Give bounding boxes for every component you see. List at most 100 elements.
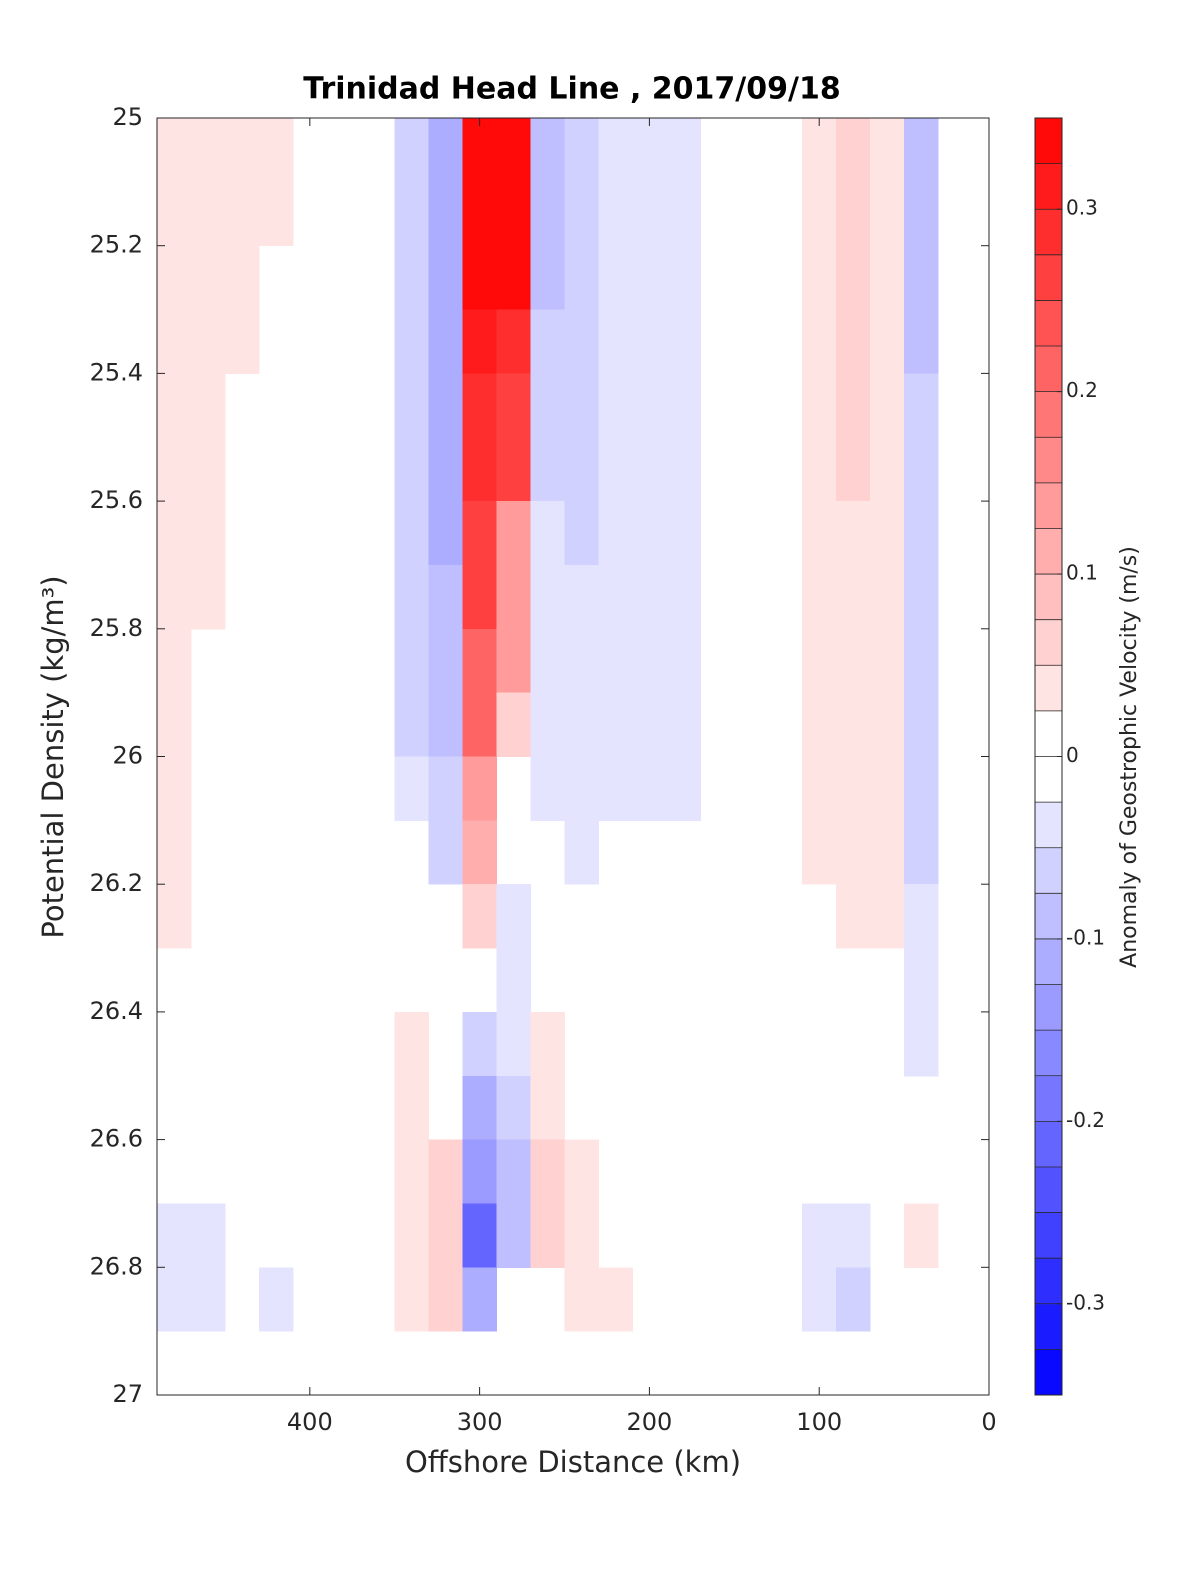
contour-cell [530,181,566,247]
contour-cell [802,373,837,438]
contour-cell [224,118,260,183]
contour-cell [836,692,871,757]
contour-cell [666,692,701,757]
contour-cell [428,373,464,438]
contour-cell [462,501,498,566]
colorbar-band [1035,209,1062,256]
contour-cell [802,820,837,885]
contour-cell [802,181,837,247]
contour-cell [496,1203,532,1268]
contour-cell [496,564,532,630]
contour-cell [598,628,633,694]
contour-cell [462,820,498,885]
contour-cell [598,1267,633,1332]
contour-cell [190,501,226,566]
contour-cell [598,373,633,438]
contour-cell [496,692,532,757]
contour-cell [598,181,633,247]
contour-cell [598,564,633,630]
contour-cell [904,628,939,694]
contour-cell [598,245,633,311]
contour-cell [802,1203,837,1268]
contour-cell [157,756,192,821]
contour-cell [394,628,430,694]
contour-cell [190,1203,226,1268]
contour-cell [157,181,192,247]
contour-cell [598,756,633,821]
contour-cell [836,1267,871,1332]
contour-cell [530,1011,566,1077]
contour-cell [462,692,498,757]
contour-cell [190,1267,226,1332]
contour-cell [530,628,566,694]
contour-cell [666,118,701,183]
contour-cell [496,1139,532,1204]
contour-cell [496,1075,532,1141]
contour-cell [802,692,837,757]
contour-cell [428,437,464,502]
contour-cell [157,1203,192,1268]
contour-cell [666,628,701,694]
colorbar-band [1035,118,1062,165]
y-tick-label: 25 [112,103,143,131]
contour-cell [394,373,430,438]
contour-cell [564,756,599,821]
contour-cell [904,181,939,247]
colorbar-tick-label: -0.2 [1066,1108,1105,1132]
contour-cell [428,245,464,311]
contour-cell [666,245,701,311]
contour-cell [904,564,939,630]
contour-cell [802,628,837,694]
contour-cell [836,437,871,502]
y-tick-label: 25.8 [90,614,143,642]
contour-cell [428,501,464,566]
contour-cell [870,564,905,630]
contour-cell [157,564,192,630]
contour-cell [462,373,498,438]
contour-cell [530,373,566,438]
contour-cell [462,1267,498,1332]
contour-cell [157,373,192,438]
contour-cell [394,1075,430,1141]
contour-cell [802,245,837,311]
contour-cell [190,437,226,502]
contour-cell [564,1139,599,1204]
contour-cell [496,884,532,949]
contour-cell [157,884,192,949]
contour-cell [394,437,430,502]
contour-cell [802,309,837,374]
colorbar-band [1035,984,1062,1031]
contour-cell [564,820,599,885]
contour-cell [496,245,532,311]
contour-cell [870,884,905,949]
contour-cell [836,1203,871,1268]
contour-cell [904,948,939,1013]
contour-cell [190,181,226,247]
contour-cell [632,564,667,630]
chart-title: Trinidad Head Line , 2017/09/18 [303,72,840,107]
contour-cell [904,1203,939,1268]
x-tick-label: 0 [981,1408,996,1436]
contour-cell [904,309,939,374]
contour-cell [190,373,226,438]
x-tick-label: 200 [627,1408,673,1436]
contour-cell [258,1267,294,1332]
contour-cell [394,692,430,757]
contour-cell [904,118,939,183]
contour-cell [632,692,667,757]
contour-cell [530,118,566,183]
colorbar-band [1035,574,1062,621]
contour-cell [530,501,566,566]
colorbar-band [1035,1030,1062,1077]
contour-cell [428,564,464,630]
colorbar-band [1035,710,1062,757]
contour-cell [224,181,260,247]
colorbar-tick-label: -0.3 [1066,1290,1105,1314]
y-tick-label: 26.6 [90,1125,143,1153]
contour-cell [394,501,430,566]
contour-cell [530,1139,566,1204]
contour-cell [836,628,871,694]
contour-cell [632,628,667,694]
colorbar-tick-label: 0.3 [1066,196,1098,220]
contour-cell [632,309,667,374]
